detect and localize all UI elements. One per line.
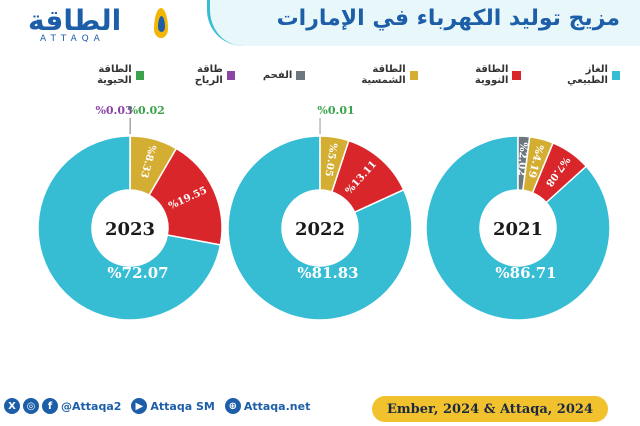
- donut-slice: [129, 135, 178, 197]
- donut-slice: [517, 135, 531, 192]
- slice-callout-label: %0.02: [128, 104, 165, 117]
- donut-charts: %72.07%19.55%8.33%0.02%0.032023%81.83%13…: [37, 104, 611, 321]
- donut-slice: [227, 135, 413, 321]
- donut-slice: [521, 135, 554, 194]
- youtube-channel[interactable]: Attaqa SM: [150, 399, 215, 413]
- x-twitter-icon[interactable]: X: [4, 398, 20, 414]
- donut-slice: [531, 141, 588, 204]
- title-banner: مزيج توليد الكهرباء في الإمارات: [207, 0, 640, 46]
- logo-arabic-text: الطاقة: [28, 4, 122, 37]
- legend-item: طاقة الرياح: [172, 64, 235, 86]
- legend-item: الطاقة الشمسية: [333, 64, 418, 86]
- legend-label: الغاز الطبيعي: [567, 64, 608, 86]
- legend-item: الفحم: [262, 67, 306, 83]
- legend-label: الطاقة النووية: [474, 64, 509, 86]
- donut-slice: [148, 147, 223, 246]
- year-center-label: 2022: [295, 219, 345, 240]
- logo-english-text: ATTAQA: [40, 34, 105, 44]
- donut-slice: [37, 135, 222, 321]
- legend-swatch: [135, 70, 144, 80]
- slice-callout-label: %0.03: [95, 104, 132, 117]
- header: مزيج توليد الكهرباء في الإمارات الطاقة A…: [0, 0, 640, 48]
- page-title: مزيج توليد الكهرباء في الإمارات: [276, 6, 620, 31]
- donut-slice: [330, 139, 405, 214]
- legend-item: الغاز الطبيعي: [549, 64, 620, 86]
- legend-item: الطاقة الحيوية: [68, 64, 144, 86]
- donut-slice: [425, 135, 611, 321]
- social-handle[interactable]: @Attaqa2: [61, 399, 122, 413]
- slice-value-label: %2.02: [515, 142, 528, 177]
- website-link[interactable]: Attaqa.net: [243, 399, 311, 413]
- source-label: Ember, 2024 & Attaqa, 2024: [372, 396, 608, 422]
- youtube-icon[interactable]: ▶: [131, 398, 148, 414]
- legend-label: الفحم: [262, 69, 293, 81]
- legend-label: الطاقة الشمسية: [361, 64, 406, 86]
- slice-value-label: %5.05: [322, 142, 338, 177]
- legend-swatch: [611, 70, 620, 80]
- slice-callout-label: %0.01: [317, 104, 354, 117]
- slice-value-label: %86.71: [495, 264, 556, 282]
- slice-value-label: %72.07: [107, 264, 168, 282]
- year-center-label: 2023: [105, 219, 155, 240]
- legend-swatch: [512, 70, 521, 80]
- legend-item: الطاقة النووية: [446, 64, 521, 86]
- attaqa-logo[interactable]: الطاقة ATTAQA: [12, 4, 182, 46]
- legend-swatch: [226, 70, 235, 80]
- chart-legend: الغاز الطبيعي الطاقة النووية الطاقة الشمسي…: [40, 64, 620, 86]
- footer: X ◎ f @Attaqa2 ▶ Attaqa SM ⊕ Attaqa.net …: [0, 392, 640, 426]
- legend-label: طاقة الرياح: [194, 64, 223, 86]
- facebook-icon[interactable]: f: [42, 398, 58, 414]
- instagram-icon[interactable]: ◎: [23, 398, 39, 414]
- social-links: X ◎ f @Attaqa2 ▶ Attaqa SM ⊕ Attaqa.net: [4, 398, 320, 414]
- drop-icon: [158, 16, 165, 32]
- globe-icon[interactable]: ⊕: [224, 398, 241, 414]
- slice-value-label: %81.83: [297, 264, 358, 282]
- donut-slice: [319, 135, 350, 193]
- legend-swatch: [296, 70, 306, 80]
- legend-label: الطاقة الحيوية: [97, 64, 132, 86]
- year-center-label: 2021: [493, 219, 543, 240]
- legend-swatch: [409, 70, 418, 80]
